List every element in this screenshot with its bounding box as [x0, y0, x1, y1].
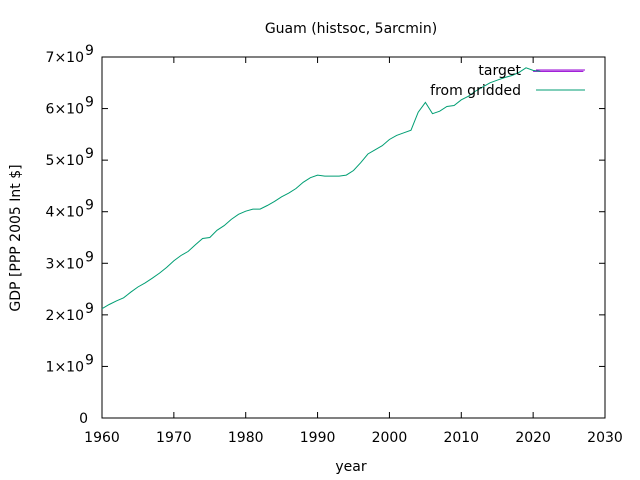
series-layer [101, 67, 584, 310]
y-tick-mantissa: 5×10 [46, 153, 84, 169]
y-tick-exponent: 9 [85, 95, 94, 111]
y-tick-mantissa: 2×10 [46, 308, 84, 324]
plot-area [101, 56, 606, 419]
y-tick-exponent: 9 [85, 301, 94, 317]
series-line-1 [101, 67, 541, 310]
y-tick-label: 3×10 [46, 256, 84, 272]
y-tick-exponent: 9 [85, 43, 94, 59]
y-tick-exponent: 9 [85, 198, 94, 214]
y-tick-exponent: 9 [85, 146, 94, 162]
y-tick-mantissa: 1×10 [46, 359, 84, 375]
y-tick-exponent: 9 [85, 352, 94, 368]
x-tick-label: 1970 [156, 430, 192, 446]
x-axis-label: year [335, 459, 366, 475]
y-tick-label: 6×10 [46, 102, 84, 118]
x-tick-label: 1980 [228, 430, 264, 446]
plot-frame [101, 56, 606, 419]
y-tick-mantissa: 6×10 [46, 102, 84, 118]
y-tick-label: 2×10 [46, 308, 84, 324]
y-tick-label: 5×10 [46, 153, 84, 169]
y-tick-label: 1×10 [46, 359, 84, 375]
x-tick-label: 1960 [84, 430, 120, 446]
y-tick-mantissa: 4×10 [46, 205, 84, 221]
y-tick-mantissa: 3×10 [46, 256, 84, 272]
y-tick-label: 7×10 [46, 50, 84, 66]
y-axis: 01×10 92×10 93×10 94×10 95×10 96×10 97×10 9 [46, 43, 605, 427]
y-tick-exponent: 9 [85, 249, 94, 265]
x-tick-label: 2000 [372, 430, 408, 446]
chart-title: Guam (histsoc, 5arcmin) [265, 21, 437, 37]
y-tick-label: 4×10 [46, 205, 84, 221]
x-tick-label: 2010 [443, 430, 479, 446]
legend-label: from gridded [430, 83, 521, 99]
x-axis: 1960 1970 1980 1990 2000 2010 2020 2030 [84, 57, 623, 446]
legend: target from gridded [430, 63, 585, 99]
x-tick-label: 1990 [300, 430, 336, 446]
y-tick-mantissa: 7×10 [46, 50, 84, 66]
x-tick-label: 2030 [587, 430, 623, 446]
x-tick-label: 2020 [515, 430, 551, 446]
y-axis-label: GDP [PPP 2005 Int $] [8, 164, 24, 311]
y-tick-mantissa: 0 [79, 411, 88, 427]
y-tick-label: 0 [79, 411, 88, 427]
legend-label: target [478, 63, 521, 79]
